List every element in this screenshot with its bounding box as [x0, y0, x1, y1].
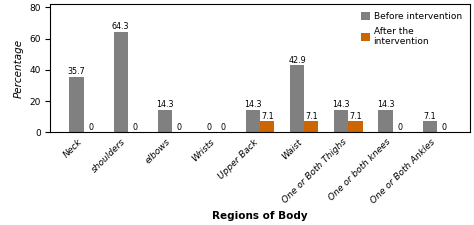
Text: 14.3: 14.3 — [333, 100, 350, 109]
Text: 42.9: 42.9 — [288, 56, 306, 65]
Text: 7.1: 7.1 — [349, 112, 362, 121]
Bar — [114, 32, 128, 133]
Text: 7.1: 7.1 — [305, 112, 318, 121]
Text: 7.1: 7.1 — [261, 112, 273, 121]
Text: 14.3: 14.3 — [377, 100, 394, 109]
Bar — [290, 65, 304, 133]
Text: 0: 0 — [441, 123, 446, 132]
Legend: Before intervention, After the
intervention: Before intervention, After the intervent… — [357, 9, 465, 50]
Text: 35.7: 35.7 — [68, 67, 85, 76]
Text: 64.3: 64.3 — [112, 22, 129, 31]
Bar — [260, 121, 274, 133]
Bar — [158, 110, 172, 133]
Y-axis label: Percentage: Percentage — [14, 39, 24, 98]
Text: 0: 0 — [207, 123, 211, 132]
Text: 0: 0 — [397, 123, 402, 132]
Text: 7.1: 7.1 — [423, 112, 436, 121]
Text: 0: 0 — [176, 123, 182, 132]
Bar — [246, 110, 260, 133]
Bar — [348, 121, 363, 133]
Text: 14.3: 14.3 — [156, 100, 173, 109]
Text: 0: 0 — [220, 123, 226, 132]
Text: 14.3: 14.3 — [244, 100, 262, 109]
Text: 0: 0 — [88, 123, 93, 132]
Bar — [70, 76, 83, 133]
Bar — [334, 110, 348, 133]
Bar — [378, 110, 392, 133]
Bar — [422, 121, 437, 133]
X-axis label: Regions of Body: Regions of Body — [212, 211, 308, 221]
Text: 0: 0 — [132, 123, 137, 132]
Bar — [304, 121, 319, 133]
